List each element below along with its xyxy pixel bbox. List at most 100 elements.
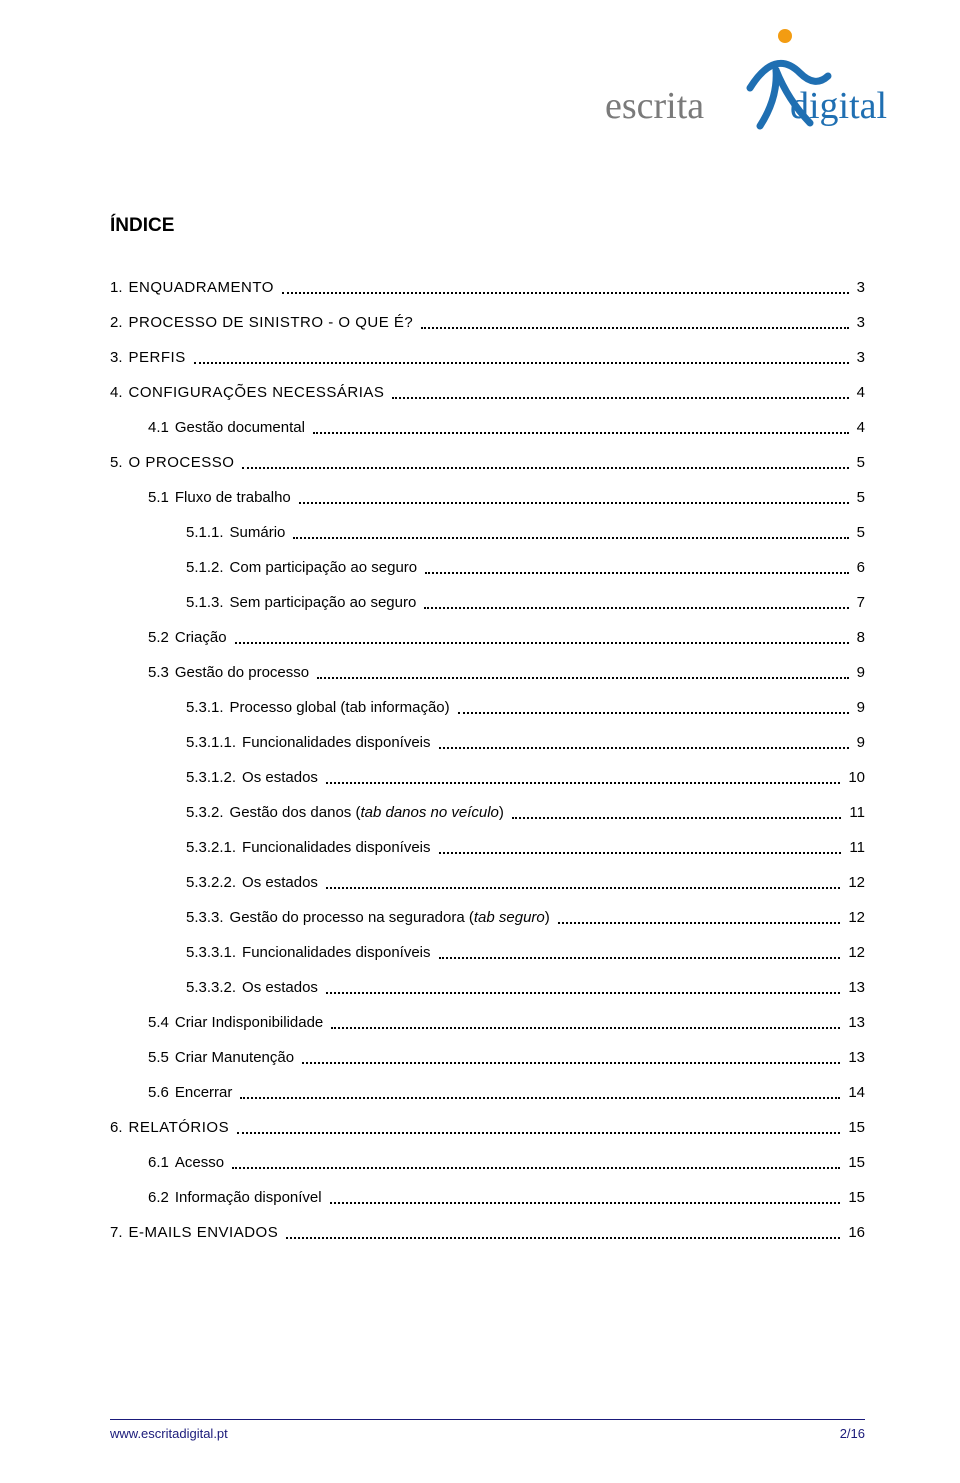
toc-entry-page: 16 [844,1222,865,1243]
toc-entry-page: 10 [844,767,865,788]
toc-entry-page: 9 [853,662,865,683]
toc-entry-number: 6. [110,1117,129,1138]
toc-entry[interactable]: 5.3.2.Gestão dos danos (tab danos no veí… [110,802,865,823]
toc-entry-page: 7 [853,592,865,613]
toc-entry[interactable]: 5.1.3.Sem participação ao seguro7 [110,592,865,613]
toc-entry-label: PERFIS [129,347,190,368]
toc-entry[interactable]: 5.3.2.2.Os estados12 [110,872,865,893]
toc-entry[interactable]: 6.2Informação disponível15 [110,1187,865,1208]
footer-url: www.escritadigital.pt [110,1426,228,1441]
toc-entry-label: CONFIGURAÇÕES NECESSÁRIAS [129,382,389,403]
toc-entry-page: 15 [844,1187,865,1208]
toc-entry[interactable]: 5.1.2.Com participação ao seguro6 [110,557,865,578]
toc-entry-label: Os estados [242,767,322,788]
toc-entry-label: Gestão dos danos (tab danos no veículo) [230,802,508,823]
toc-entry-number: 5.3.2. [186,802,230,823]
toc-entry-number: 5.5 [148,1047,175,1068]
toc-leader-dots [302,1062,840,1064]
toc-entry-number: 5.3.1.1. [186,732,242,753]
toc-leader-dots [194,362,849,364]
toc-entry[interactable]: 3.PERFIS3 [110,347,865,368]
toc-entry[interactable]: 7.E-MAILS ENVIADOS16 [110,1222,865,1243]
toc-entry[interactable]: 5.3.3.1.Funcionalidades disponíveis12 [110,942,865,963]
toc-leader-dots [235,642,849,644]
toc-entry[interactable]: 5.O PROCESSO5 [110,452,865,473]
toc-leader-dots [458,712,849,714]
toc-entry-page: 3 [853,277,865,298]
toc-entry-label: Criar Indisponibilidade [175,1012,327,1033]
toc-entry-page: 11 [845,802,865,823]
toc-entry-number: 5.4 [148,1012,175,1033]
toc-entry[interactable]: 5.3.3.Gestão do processo na seguradora (… [110,907,865,928]
toc-entry-label: Encerrar [175,1082,237,1103]
toc-entry[interactable]: 5.3.2.1.Funcionalidades disponíveis11 [110,837,865,858]
toc-leader-dots [240,1097,840,1099]
toc-entry[interactable]: 1.ENQUADRAMENTO3 [110,277,865,298]
toc-leader-dots [293,537,848,539]
toc-entry-page: 4 [853,417,865,438]
toc-entry[interactable]: 5.5Criar Manutenção13 [110,1047,865,1068]
toc-entry-label: Sumário [230,522,290,543]
toc-entry-label: Gestão documental [175,417,309,438]
logo-text-left: escrita [605,85,704,127]
toc-entry[interactable]: 4.CONFIGURAÇÕES NECESSÁRIAS4 [110,382,865,403]
toc-entry[interactable]: 5.1Fluxo de trabalho5 [110,487,865,508]
toc-entry[interactable]: 4.1Gestão documental4 [110,417,865,438]
toc-entry-page: 15 [844,1117,865,1138]
toc-entry-page: 15 [844,1152,865,1173]
toc-entry-page: 13 [844,1047,865,1068]
page-footer: www.escritadigital.pt 2/16 [110,1419,865,1441]
toc-entry[interactable]: 5.1.1.Sumário5 [110,522,865,543]
document-page: escrita digital ÍNDICE 1.ENQUADRAMENTO3 2… [0,0,960,1483]
toc-entry-page: 9 [853,732,865,753]
toc-entry-label: Os estados [242,977,322,998]
toc-leader-dots [237,1132,840,1134]
toc-entry-page: 11 [845,837,865,858]
toc-entry-page: 5 [853,487,865,508]
toc-leader-dots [299,502,849,504]
toc-entry-page: 12 [844,872,865,893]
toc-entry-number: 5.3 [148,662,175,683]
toc-entry-page: 13 [844,977,865,998]
toc-leader-dots [232,1167,840,1169]
toc-entry[interactable]: 2.PROCESSO DE SINISTRO - O QUE É?3 [110,312,865,333]
toc-entry[interactable]: 6.RELATÓRIOS 15 [110,1117,865,1138]
toc-leader-dots [317,677,849,679]
brand-logo: escrita digital [600,28,890,138]
toc-entry-number: 5.3.3.2. [186,977,242,998]
toc-entry-label: O PROCESSO [129,452,239,473]
toc-entry-label: Funcionalidades disponíveis [242,942,434,963]
toc-entry-page: 14 [844,1082,865,1103]
toc-leader-dots [558,922,841,924]
toc-entry-number: 5.1.3. [186,592,230,613]
toc-entry[interactable]: 5.3.1.2.Os estados10 [110,767,865,788]
toc-leader-dots [330,1202,841,1204]
toc-entry-label: Funcionalidades disponíveis [242,837,434,858]
toc-entry[interactable]: 5.4Criar Indisponibilidade 13 [110,1012,865,1033]
toc-entry-page: 13 [844,1012,865,1033]
toc-leader-dots [326,782,840,784]
toc-entry[interactable]: 5.2Criação8 [110,627,865,648]
toc-entry-number: 1. [110,277,129,298]
toc-leader-dots [439,957,841,959]
toc-entry-label: RELATÓRIOS [129,1117,234,1138]
footer-page-number: 2/16 [840,1426,865,1441]
toc-entry[interactable]: 5.3.1.Processo global (tab informação)9 [110,697,865,718]
toc-entry-number: 5.3.1. [186,697,230,718]
toc-entry[interactable]: 5.6Encerrar 14 [110,1082,865,1103]
toc-entry-page: 5 [853,452,865,473]
toc-leader-dots [439,747,849,749]
toc-entry-number: 6.1 [148,1152,175,1173]
toc-entry-number: 3. [110,347,129,368]
toc-entry[interactable]: 5.3Gestão do processo9 [110,662,865,683]
toc-entry-number: 5.6 [148,1082,175,1103]
toc-entry-number: 5.1.1. [186,522,230,543]
toc-entry-label: Com participação ao seguro [230,557,422,578]
toc-leader-dots [439,852,842,854]
toc-entry[interactable]: 6.1Acesso15 [110,1152,865,1173]
toc-entry-page: 9 [853,697,865,718]
toc-entry[interactable]: 5.3.3.2.Os estados 13 [110,977,865,998]
toc-entry[interactable]: 5.3.1.1.Funcionalidades disponíveis9 [110,732,865,753]
page-title: ÍNDICE [110,215,865,237]
toc-entry-number: 5.1 [148,487,175,508]
